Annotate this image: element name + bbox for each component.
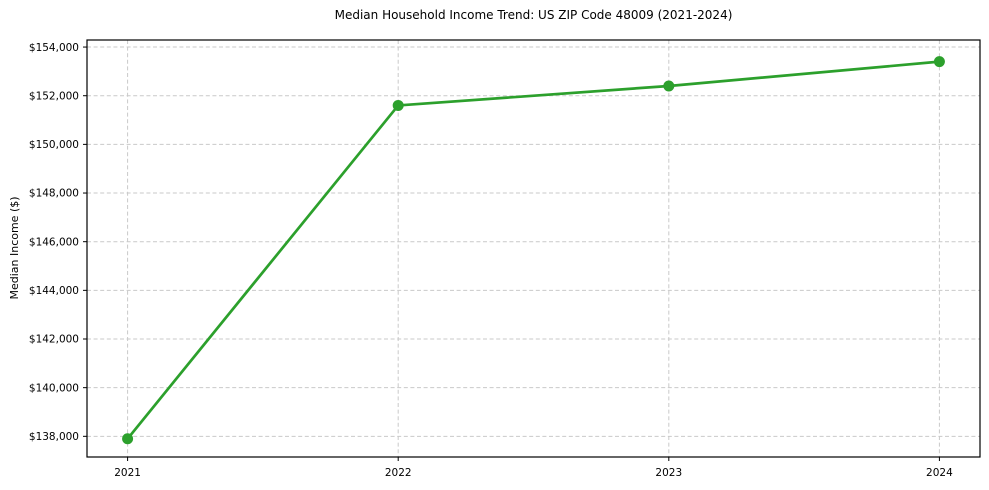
y-tick-label: $146,000 (29, 236, 79, 248)
y-tick-label: $138,000 (29, 431, 79, 443)
y-tick-label: $144,000 (29, 285, 79, 297)
chart-title: Median Household Income Trend: US ZIP Co… (334, 8, 733, 22)
x-tick-label: 2021 (114, 467, 141, 479)
y-tick-label: $140,000 (29, 382, 79, 394)
x-tick-label: 2024 (926, 467, 953, 479)
y-tick-label: $148,000 (29, 188, 79, 200)
x-tick-label: 2022 (385, 467, 412, 479)
data-point (122, 433, 134, 445)
data-point (663, 80, 675, 92)
y-tick-label: $150,000 (29, 139, 79, 151)
y-tick-label: $154,000 (29, 42, 79, 54)
series-line (126, 60, 941, 441)
data-point (392, 99, 404, 111)
plot-border (86, 39, 981, 458)
x-tick-label: 2023 (655, 467, 682, 479)
y-tick-label: $142,000 (29, 334, 79, 346)
y-tick-label: $152,000 (29, 90, 79, 102)
data-point (933, 56, 945, 68)
